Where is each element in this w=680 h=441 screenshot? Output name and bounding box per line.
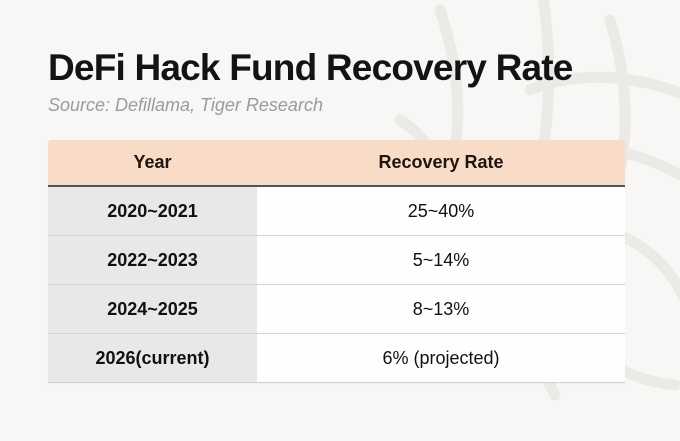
column-header-year: Year: [133, 152, 172, 172]
rate-cell: 5~14%: [257, 236, 625, 284]
year-cell: 2022~2023: [48, 236, 257, 284]
column-header-recovery-rate: Recovery Rate: [378, 152, 504, 172]
year-cell: 2026(current): [48, 334, 257, 382]
rate-cell: 25~40%: [257, 187, 625, 235]
table-row: 2020~2021 25~40%: [48, 187, 625, 236]
source-attribution: Source: Defillama, Tiger Research: [48, 95, 323, 115]
year-cell: 2020~2021: [48, 187, 257, 235]
year-cell: 2024~2025: [48, 285, 257, 333]
rate-cell: 8~13%: [257, 285, 625, 333]
table-row: 2024~2025 8~13%: [48, 285, 625, 334]
table-row: 2022~2023 5~14%: [48, 236, 625, 285]
page-title: DeFi Hack Fund Recovery Rate: [48, 47, 573, 88]
recovery-rate-table: Year Recovery Rate 2020~2021 25~40% 2022…: [48, 140, 625, 383]
table-header-row: Year Recovery Rate: [48, 140, 625, 187]
table-row: 2026(current) 6% (projected): [48, 334, 625, 383]
rate-cell: 6% (projected): [257, 334, 625, 382]
